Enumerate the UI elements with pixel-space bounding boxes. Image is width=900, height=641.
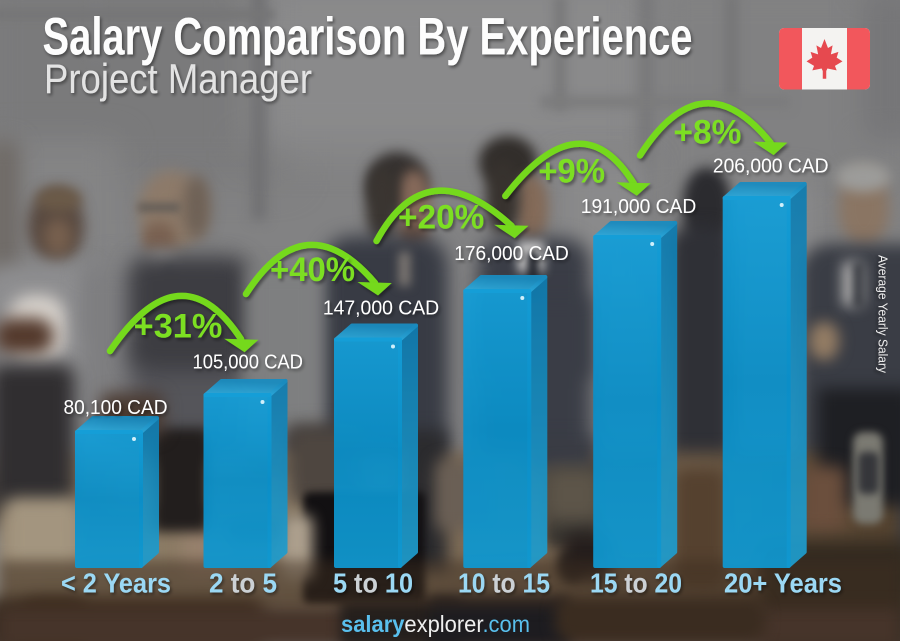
- svg-text:< 2 Years: < 2 Years: [61, 568, 171, 599]
- svg-text:191,000 CAD: 191,000 CAD: [581, 196, 697, 218]
- svg-text:2 to 5: 2 to 5: [209, 568, 277, 599]
- svg-text:5 to 10: 5 to 10: [333, 568, 413, 599]
- svg-text:Project Manager: Project Manager: [44, 55, 312, 102]
- svg-text:15 to 20: 15 to 20: [590, 568, 682, 599]
- svg-text:105,000 CAD: 105,000 CAD: [193, 352, 303, 374]
- svg-text:20+ Years: 20+ Years: [724, 568, 842, 599]
- svg-text:+9%: +9%: [538, 153, 605, 191]
- svg-text:+40%: +40%: [270, 251, 355, 289]
- svg-text:80,100 CAD: 80,100 CAD: [64, 397, 168, 419]
- svg-text:+31%: +31%: [134, 308, 223, 346]
- svg-text:206,000 CAD: 206,000 CAD: [713, 155, 829, 177]
- svg-text:147,000 CAD: 147,000 CAD: [323, 298, 439, 320]
- svg-text:176,000 CAD: 176,000 CAD: [454, 243, 569, 265]
- svg-text:+8%: +8%: [673, 114, 741, 152]
- svg-text:salaryexplorer.com: salaryexplorer.com: [341, 611, 530, 637]
- svg-text:Salary Comparison By Experienc: Salary Comparison By Experience: [43, 8, 693, 67]
- svg-text:Average Yearly Salary: Average Yearly Salary: [876, 255, 891, 373]
- svg-text:+20%: +20%: [398, 199, 484, 237]
- svg-text:10 to 15: 10 to 15: [458, 568, 550, 599]
